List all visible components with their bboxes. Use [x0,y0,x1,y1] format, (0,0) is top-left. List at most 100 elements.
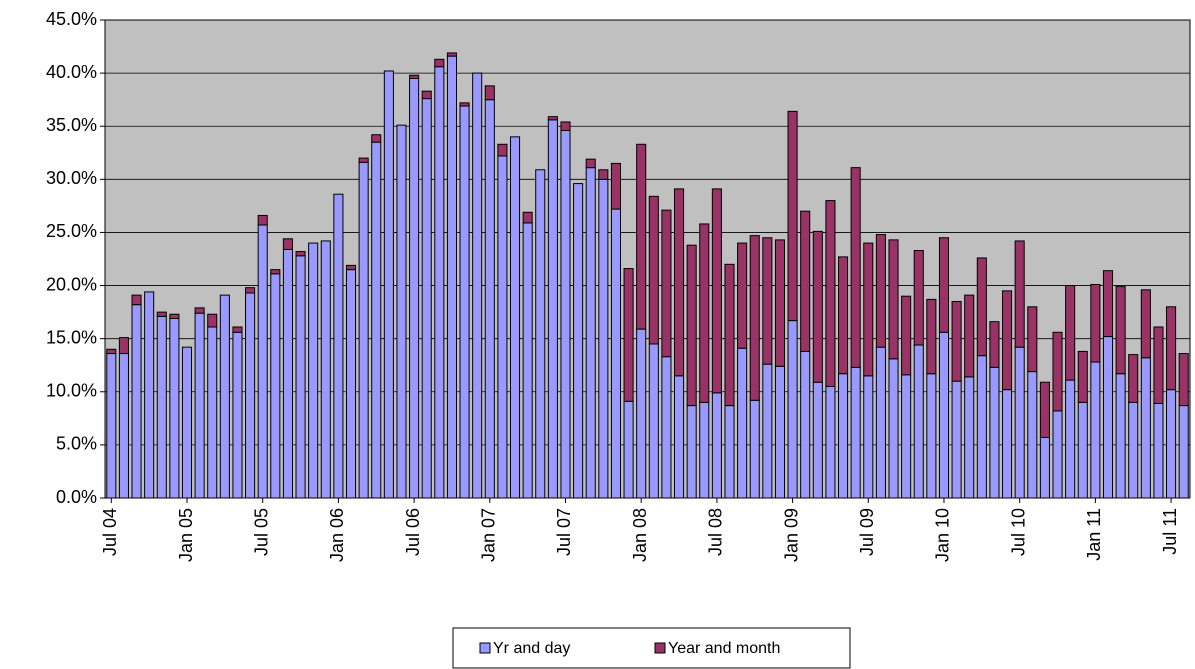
bar-segment [1014,240,1025,348]
bar-segment [699,401,710,499]
bar-segment [686,244,697,407]
bar-segment [724,263,735,407]
bar-segment [976,257,987,357]
bar-segment [257,214,268,226]
bar-segment [850,167,861,368]
bar-segment [144,291,155,499]
bar-segment [661,356,672,499]
bar-segment [1039,436,1050,499]
bar-segment [497,143,508,157]
legend-swatch [654,642,666,654]
bar-segment [219,294,230,499]
bar-segment [888,358,899,499]
bar-segment [560,121,571,131]
bar-segment [812,230,823,383]
bar-segment [1102,270,1114,338]
bar-segment [232,331,243,499]
bar-segment [762,237,773,365]
bar-segment [926,298,937,375]
bar-segment [1065,285,1076,381]
bar-segment [358,157,369,163]
bar-segment [787,110,798,322]
bar-segment [875,234,886,348]
y-tick-label: 30.0% [46,168,97,188]
bar-segment [901,374,912,499]
bar-segment [118,337,129,355]
bar-segment [421,98,432,499]
bar-segment [383,70,394,499]
bar-segment [812,381,823,499]
bar-segment [1090,361,1101,499]
bar-segment [1140,357,1151,499]
bar-segment [863,375,874,499]
x-tick-label: Jul 07 [554,508,574,556]
bar-segment [156,315,167,499]
bar-segment [522,222,533,499]
bar-segment [1128,401,1139,499]
bar-segment [421,90,432,100]
bar-segment [724,405,735,499]
bar-segment [245,292,256,499]
y-tick-label: 20.0% [46,274,97,294]
bar-segment [585,167,596,499]
bar-segment [976,355,987,499]
bar-segment [535,169,546,499]
bar-segment [106,353,117,499]
bar-segment [472,72,483,499]
bar-segment [573,183,584,499]
bar-segment [1077,401,1088,499]
y-tick-label: 15.0% [46,327,97,347]
bar-segment [938,331,950,499]
bar-segment [1090,283,1101,363]
bar-segment [648,195,659,345]
bar-segment [774,365,786,499]
bar-segment [623,400,634,499]
bar-segment [282,248,293,499]
bar-segment [446,55,457,499]
bar-segment [800,350,811,499]
x-tick-label: Jul 11 [1160,508,1180,555]
x-tick-label: Jan 07 [479,508,499,562]
bar-segment [749,235,760,401]
bar-segment [320,240,331,499]
bar-segment [800,210,811,352]
bar-segment [282,238,293,250]
bar-segment [888,239,899,360]
bar-segment [1153,326,1164,404]
bar-segment [1140,289,1151,359]
x-tick-label: Jan 05 [176,508,196,562]
y-tick-label: 25.0% [46,221,97,241]
bar-segment [522,211,533,224]
bar-segment [774,239,786,367]
bar-segment [434,66,445,499]
bar-segment [169,313,180,319]
bar-segment [131,294,142,306]
bar-segment [333,193,344,499]
bar-segment [1077,350,1088,403]
bar-segment [1065,379,1076,499]
x-tick-label: Jul 05 [251,508,271,556]
x-tick-label: Jan 08 [630,508,650,562]
y-tick-label: 10.0% [46,381,97,401]
bar-segment [308,242,319,499]
bar-segment [648,343,659,499]
bar-segment [926,373,937,499]
bar-segment [825,200,836,387]
x-tick-label: Jul 10 [1008,508,1028,556]
bar-segment [989,321,1000,368]
bar-segment [913,250,924,346]
bar-segment [131,304,142,499]
bar-segment [232,326,243,333]
bar-segment [1128,354,1139,403]
bar-segment [509,136,521,499]
bar-segment [1052,410,1063,499]
bar-segment [610,162,622,210]
x-tick-label: Jul 09 [857,508,877,556]
bar-segment [863,242,874,377]
bar-segment [964,294,975,378]
bar-segment [345,264,357,271]
bar-segment [295,251,306,257]
bar-segment [245,287,256,294]
bar-segment [711,392,722,499]
